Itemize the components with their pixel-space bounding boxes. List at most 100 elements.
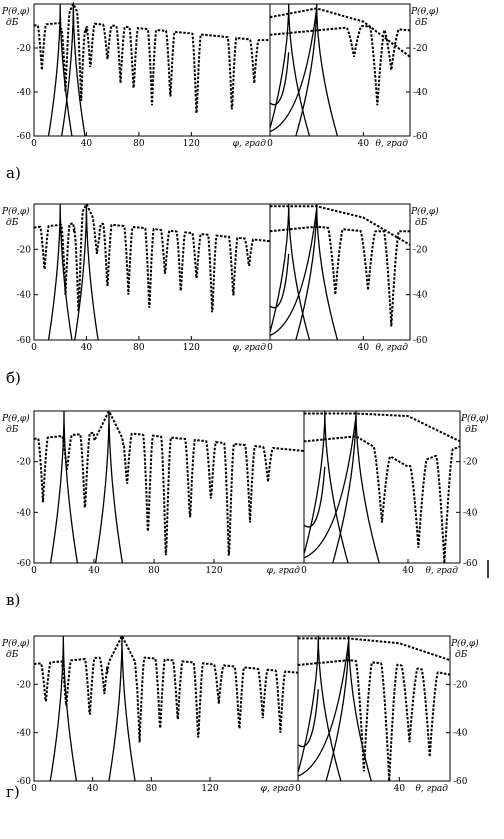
y-tick-label-right: -40: [413, 88, 428, 98]
x-tick-label-theta: 40: [358, 343, 370, 353]
series-solid-phi-peak: [47, 3, 73, 137]
series-solid-phi-peak: [61, 3, 86, 137]
y-axis-unit-right: дБ: [455, 650, 468, 660]
y-axis-unit-right: дБ: [465, 425, 478, 435]
series-solid-phi-peak: [108, 635, 136, 782]
x-tick-label: 80: [133, 343, 145, 353]
series-solid-phi-peak: [49, 635, 78, 782]
y-axis-label-left: P(θ,φ): [1, 6, 30, 17]
y-tick-label-right: -60: [453, 777, 468, 787]
x-tick-label: 120: [183, 139, 200, 149]
series-solid-theta-skirt: [269, 253, 290, 309]
y-tick-label-right: -40: [463, 508, 478, 518]
series-solid-phi-peak: [74, 203, 99, 341]
series-solid-theta-skirt: [297, 640, 350, 777]
y-axis-unit-left: дБ: [6, 218, 19, 228]
x-axis-label-theta: θ, град: [415, 784, 448, 794]
series-dashed-theta-lower: [270, 225, 410, 327]
panel-4: -20-40-600 40 80 120 φ, градP(θ,φ)дБ-20-40-6…: [1, 633, 479, 801]
series-solid-phi-peak: [49, 410, 79, 564]
y-tick-label: -40: [17, 88, 32, 98]
series-solid-phi-peak: [47, 203, 73, 341]
series-solid-theta-peak: [269, 203, 311, 341]
y-axis-label-left: P(θ,φ): [1, 638, 30, 649]
x-tick-label-theta: 0: [301, 566, 307, 576]
panel-2: -20-40-600 40 80 120 φ, градP(θ,φ)дБ-20-40-6…: [1, 202, 439, 387]
series-dashed-theta-lower: [270, 25, 410, 106]
series-dashed-theta-upper: [304, 412, 461, 443]
series-solid-theta-skirt: [269, 208, 318, 337]
x-tick-label: 120: [183, 343, 200, 353]
series-solid-theta-peak: [332, 410, 380, 564]
panel-label: г): [6, 783, 20, 801]
y-tick-label: -60: [17, 132, 32, 142]
y-tick-label-right: -60: [463, 559, 478, 569]
x-tick-label-theta: 0: [267, 343, 273, 353]
x-tick-label: 80: [148, 566, 160, 576]
plot-frame: [33, 635, 451, 782]
y-axis-label-right: P(θ,φ): [410, 206, 439, 217]
y-axis-label-right: P(θ,φ): [460, 413, 489, 424]
y-tick-label-right: -60: [413, 132, 428, 142]
x-tick-label-theta: 0: [267, 139, 273, 149]
x-tick-label-theta: 40: [358, 139, 370, 149]
series-solid-theta-peak: [303, 410, 349, 564]
y-tick-label: -60: [17, 777, 32, 787]
y-axis-unit-right: дБ: [415, 218, 428, 228]
x-tick-label: 40: [88, 566, 100, 576]
series-dashed-phi: [33, 1, 270, 114]
y-tick-label-right: -20: [453, 680, 468, 690]
y-tick-label-right: -20: [413, 245, 428, 255]
y-tick-label: -20: [17, 245, 32, 255]
y-tick-label: -20: [17, 680, 32, 690]
series-solid-theta-skirt: [303, 415, 357, 559]
y-tick-label-right: -20: [463, 458, 478, 468]
y-axis-label-left: P(θ,φ): [1, 413, 30, 424]
series-solid-theta-skirt: [269, 52, 290, 106]
series-dashed-theta-lower: [304, 435, 461, 564]
series-solid-theta-skirt: [303, 466, 326, 528]
plot-frame: [33, 410, 461, 564]
y-axis-label-right: P(θ,φ): [410, 6, 439, 17]
panel-3: -20-40-600 40 80 120 φ, градP(θ,φ)дБ-20-40-6…: [1, 409, 489, 609]
series-dashed-phi: [33, 202, 271, 313]
y-tick-label-right: -40: [453, 729, 468, 739]
x-tick-label-theta: 40: [394, 784, 406, 794]
series-solid-theta-peak: [295, 203, 339, 341]
y-tick-label: -40: [17, 729, 32, 739]
panel-1: -20-40-600 40 80 120 φ, градP(θ,φ)дБ-20-40-6…: [1, 1, 439, 182]
x-axis-label-phi: φ, град: [261, 784, 295, 794]
plot-frame: [33, 203, 411, 341]
y-tick-label: -20: [17, 458, 32, 468]
y-axis-unit-left: дБ: [6, 425, 19, 435]
x-tick-label: 40: [87, 784, 99, 794]
series-solid-theta-skirt: [269, 8, 318, 133]
x-tick-label: 80: [133, 139, 145, 149]
x-tick-label: 40: [81, 343, 93, 353]
y-axis-label-left: P(θ,φ): [1, 206, 30, 217]
y-tick-label: -60: [17, 559, 32, 569]
y-tick-label-right: -60: [413, 336, 428, 346]
x-tick-label: 80: [146, 784, 158, 794]
y-tick-label: -40: [17, 291, 32, 301]
panel-label: в): [6, 591, 20, 609]
series-solid-phi-peak: [94, 410, 124, 564]
x-tick-label: 0: [31, 566, 37, 576]
series-solid-theta-skirt: [297, 689, 319, 748]
series-solid-theta-peak: [297, 635, 342, 782]
x-tick-label: 120: [201, 784, 218, 794]
y-tick-label: -40: [17, 508, 32, 518]
y-tick-label-right: -20: [413, 44, 428, 54]
series-solid-theta-peak: [269, 3, 311, 137]
x-tick-label: 120: [205, 566, 222, 576]
x-tick-label: 0: [31, 139, 37, 149]
x-tick-label: 0: [31, 343, 37, 353]
x-tick-label: 0: [31, 784, 37, 794]
x-axis-label-phi: φ, град: [233, 139, 267, 149]
y-axis-unit-left: дБ: [6, 18, 19, 28]
x-axis-label-theta: θ, град: [375, 139, 408, 149]
y-tick-label: -60: [17, 336, 32, 346]
series-dashed-phi: [34, 633, 298, 743]
y-tick-label-right: -40: [413, 291, 428, 301]
